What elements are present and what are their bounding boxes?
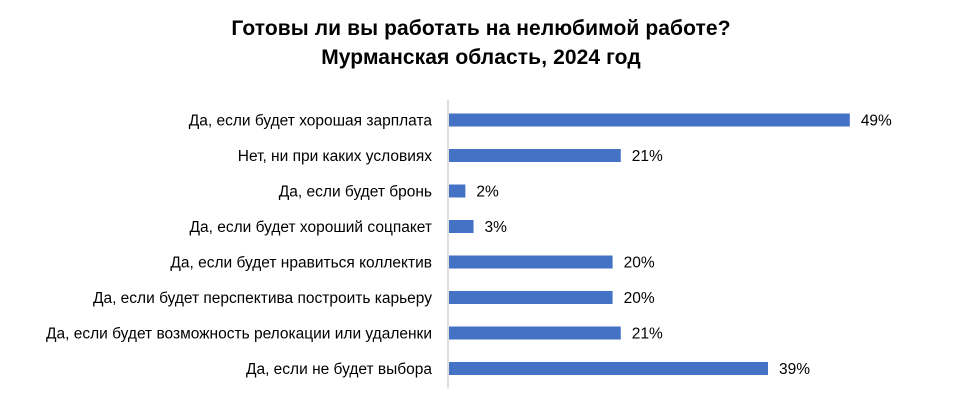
chart-title: Готовы ли вы работать на нелюбимой работ… — [231, 17, 731, 40]
category-label-6: Да, если будет перспектива построить кар… — [93, 290, 432, 307]
labels-group: Да, если будет хорошая зарплата 49% Нет, н… — [46, 113, 892, 379]
category-label-5: Да, если будет нравиться коллектив — [170, 255, 432, 272]
category-label-1: Да, если будет хорошая зарплата — [189, 113, 433, 130]
value-label-7: 21% — [632, 326, 663, 343]
bar-5 — [449, 255, 613, 269]
value-label-1: 49% — [861, 113, 892, 130]
category-label-3: Да, если будет бронь — [279, 184, 432, 201]
bar-1 — [449, 113, 850, 127]
bar-8 — [449, 362, 769, 375]
category-label-2: Нет, ни при каких условиях — [238, 148, 432, 165]
chart-subtitle: Мурманская область, 2024 год — [321, 46, 641, 69]
value-label-6: 20% — [624, 290, 655, 307]
value-label-4: 3% — [485, 219, 508, 236]
bar-4 — [449, 220, 474, 233]
chart-title-block: Готовы ли вы работать на нелюбимой работ… — [0, 14, 962, 72]
category-label-8: Да, если не будет выбора — [246, 361, 432, 378]
bars-group — [449, 113, 850, 375]
category-label-4: Да, если будет хороший соцпакет — [189, 219, 432, 236]
value-label-5: 20% — [624, 255, 655, 272]
value-label-3: 2% — [476, 184, 499, 201]
bar-6 — [449, 291, 613, 304]
bar-7 — [449, 326, 621, 340]
value-label-8: 39% — [779, 361, 810, 378]
category-label-7: Да, если будет возможность релокации или… — [46, 326, 432, 343]
value-label-2: 21% — [632, 148, 663, 165]
bar-3 — [449, 184, 466, 198]
bar-2 — [449, 149, 621, 162]
